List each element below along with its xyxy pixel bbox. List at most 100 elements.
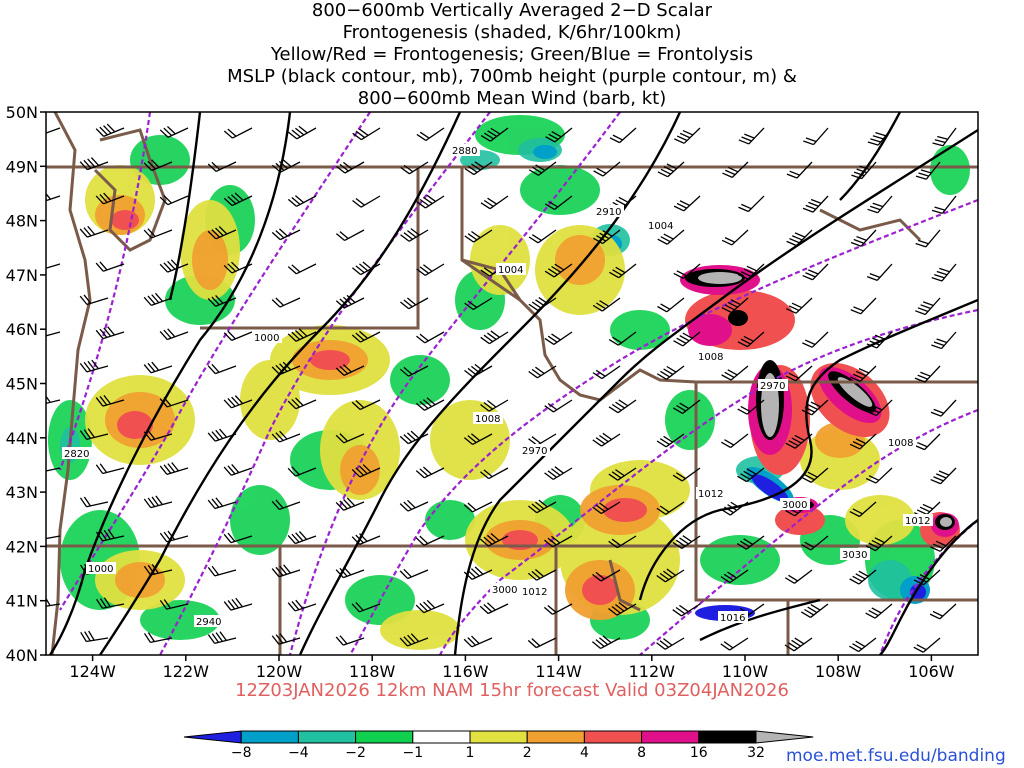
- wind-barb: [803, 127, 829, 146]
- wind-barb: [223, 261, 253, 274]
- height-label: 3000: [782, 500, 807, 511]
- wind-barb: [851, 161, 877, 180]
- wind-barb: [207, 497, 237, 510]
- wind-barb: [159, 397, 189, 408]
- lon-label: 122W: [163, 662, 210, 681]
- mslp-label: 1000: [88, 564, 113, 575]
- wind-barb: [143, 228, 173, 239]
- wind-barb: [399, 365, 429, 377]
- wind-barb: [143, 632, 173, 644]
- wind-barb: [416, 263, 445, 276]
- wind-barb: [930, 467, 957, 485]
- wind-barb: [592, 501, 621, 515]
- colorbar-cell: [526, 730, 585, 744]
- wind-barb: [785, 433, 813, 449]
- wind-barb: [784, 637, 813, 652]
- wind-barb: [738, 127, 765, 145]
- lon-label: 110W: [722, 662, 769, 681]
- wind-barb: [721, 229, 749, 246]
- wind-barb: [930, 535, 957, 552]
- wind-barb: [608, 399, 637, 414]
- wind-barb: [865, 535, 893, 552]
- lat-label: 50N: [6, 103, 38, 122]
- wind-barb: [866, 331, 893, 349]
- wind-barb: [95, 123, 125, 137]
- wind-barb: [79, 496, 109, 508]
- wind-barb: [737, 331, 765, 348]
- colorbar-tick-label: 4: [580, 745, 589, 761]
- colorbar-tick-label: 8: [637, 745, 646, 761]
- wind-barb: [866, 399, 893, 417]
- wind-barb: [271, 297, 301, 308]
- wind-barb: [464, 161, 493, 176]
- height-contour-labels: 2880 2910 2820 2970 2970 3000 3000 3030 …: [62, 144, 870, 628]
- wind-barb: [463, 635, 493, 648]
- wind-barb: [608, 331, 637, 346]
- wind-barb: [656, 365, 685, 380]
- wind-barb: [914, 433, 941, 451]
- wind-barb: [865, 467, 893, 484]
- wind-barb: [399, 568, 429, 580]
- wind-barb: [849, 501, 877, 518]
- wind-barb: [143, 292, 173, 306]
- wind-barb: [95, 192, 125, 205]
- wind-barb: [336, 161, 365, 174]
- wind-barb: [544, 195, 573, 210]
- mslp-label: 1012: [905, 516, 930, 527]
- wind-barb: [480, 330, 509, 345]
- wind-barb: [592, 569, 621, 582]
- wind-barb: [207, 161, 237, 172]
- wind-barb: [674, 127, 701, 144]
- latitude-axis: 50N 49N 48N 47N 46N 45N 44N 43N 42N 41N 40N: [6, 103, 46, 665]
- lon-label: 118W: [349, 662, 396, 681]
- wind-barb: [351, 261, 381, 276]
- wind-barb: [930, 399, 957, 417]
- wind-barb: [915, 297, 941, 316]
- wind-barb: [46, 393, 61, 406]
- wind-barb: [271, 361, 301, 376]
- colorbar-cell: [297, 730, 357, 744]
- wind-barb: [143, 361, 173, 374]
- wind-barb: [46, 127, 61, 137]
- wind-barb: [543, 603, 573, 615]
- wind-barb: [527, 568, 557, 581]
- wind-barb: [593, 229, 621, 245]
- wind-barb: [867, 127, 893, 146]
- wind-barb: [271, 564, 301, 578]
- wind-barb: [399, 633, 429, 647]
- wind-barb: [464, 363, 493, 378]
- wind-barb: [415, 599, 445, 614]
- colorbar-cell: [240, 730, 299, 744]
- wind-barb: [207, 225, 237, 240]
- wind-barb: [673, 195, 701, 212]
- wind-barb: [913, 569, 941, 586]
- lon-label: 112W: [629, 662, 676, 681]
- wind-barb: [400, 228, 429, 242]
- lon-label: 124W: [69, 662, 116, 681]
- credit-link[interactable]: moe.met.fsu.edu/banding: [786, 746, 1006, 766]
- height-label: 3030: [842, 550, 867, 561]
- wind-barb: [784, 569, 813, 584]
- wind-barb: [656, 568, 685, 583]
- wind-barb: [400, 161, 429, 175]
- wind-barb: [79, 225, 109, 238]
- wind-barb: [608, 601, 637, 616]
- wind-barb: [544, 263, 573, 278]
- colorbar-tick-label: −2: [345, 745, 366, 761]
- wind-barb: [271, 159, 301, 173]
- wind-barb: [46, 595, 61, 609]
- wind-barb: [287, 466, 317, 477]
- wind-barb: [802, 195, 829, 213]
- lat-label: 43N: [6, 483, 38, 502]
- wind-barb: [95, 528, 125, 542]
- wind-barb: [608, 467, 637, 481]
- lat-label: 44N: [6, 429, 38, 448]
- lat-label: 41N: [6, 592, 38, 611]
- wind-barb: [80, 630, 109, 643]
- wind-barb: [867, 195, 893, 214]
- valid-time-line: 12Z03JAN2026 12km NAM 15hr forecast Vali…: [235, 680, 789, 701]
- wind-barb: [223, 597, 253, 611]
- wind-barb: [913, 637, 941, 653]
- wind-barb: [46, 461, 61, 474]
- wind-barb: [737, 467, 765, 483]
